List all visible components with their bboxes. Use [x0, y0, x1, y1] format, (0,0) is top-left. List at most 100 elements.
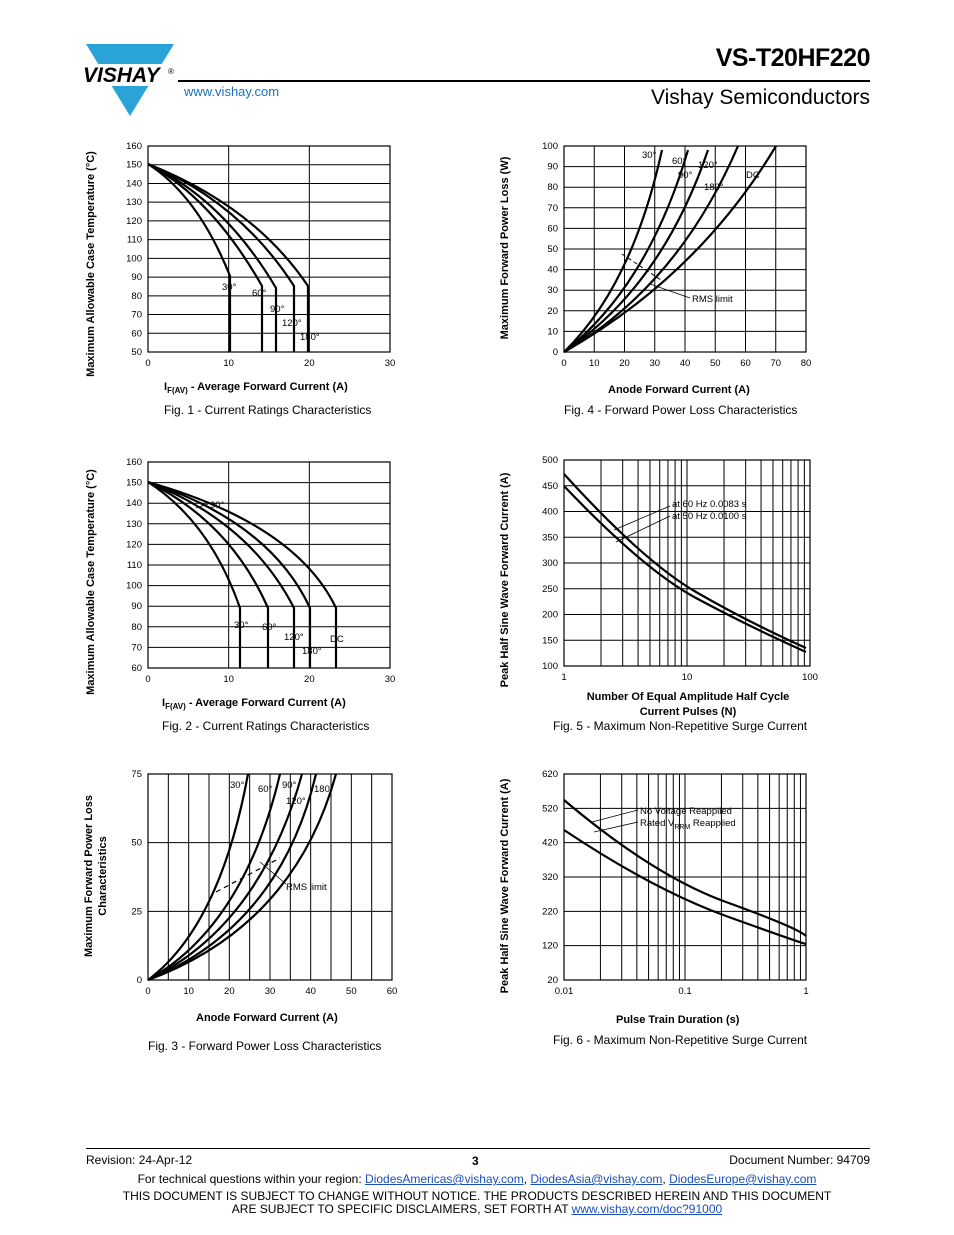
fig1-ytick: 80: [131, 291, 142, 302]
fig5-xticks: 1 10 100: [561, 672, 818, 683]
fig5-ytick: 400: [542, 507, 558, 518]
fig6-xtick: 0.01: [555, 986, 574, 997]
fig1-ylabel: Maximum Allowable Case Temperature (°C): [85, 151, 97, 377]
fig4-ylabel: Maximum Forward Power Loss (W): [499, 156, 511, 339]
fig2-ytick: 120: [126, 539, 142, 550]
fig3-curve-180: [147, 773, 338, 982]
fig2-xtick: 0: [145, 674, 150, 685]
fig1-curve-90: [147, 163, 278, 352]
fig6-xlabel: Pulse Train Duration (s): [616, 1014, 740, 1026]
fig1-curve-180: [147, 162, 310, 352]
fig4-ytick: 70: [547, 203, 558, 214]
page-title: VS-T20HF220: [715, 44, 871, 72]
fig6-curve-no-voltage: [563, 799, 807, 937]
email-americas-link[interactable]: DiodesAmericas@vishay.com: [365, 1172, 524, 1186]
fig2-ytick: 100: [126, 581, 142, 592]
fig6-xticks: 0.01 0.1 1: [555, 986, 809, 997]
fig5-curve-60hz: [563, 473, 807, 650]
fig4-caption: Fig. 4 - Forward Power Loss Characterist…: [564, 403, 797, 417]
fig2-label-120: 120°: [284, 632, 304, 643]
email-asia-link[interactable]: DiodesAsia@vishay.com: [530, 1172, 663, 1186]
fig6-xtick: 1: [803, 986, 808, 997]
fig6-ytick: 420: [542, 838, 558, 849]
fig3-xtick: 30: [265, 986, 276, 997]
fig2-curve-dc: [147, 480, 338, 668]
fig5-xtick: 100: [802, 672, 818, 683]
footer-notice-line1: THIS DOCUMENT IS SUBJECT TO CHANGE WITHO…: [122, 1189, 832, 1203]
fig6-grid: [563, 773, 807, 981]
fig3-grid: [147, 773, 393, 981]
fig2-ytick: 150: [126, 478, 142, 489]
fig1-label-90: 90°: [270, 304, 285, 315]
fig1-curve-60: [147, 163, 264, 352]
fig4-curve-30: [563, 149, 664, 353]
fig3-xtick: 0: [145, 986, 150, 997]
fig2-curve-60: [147, 481, 270, 668]
fig3-label-180: 180°: [314, 784, 334, 795]
fig2-xtick: 20: [304, 674, 315, 685]
fig2-label-90: 90°: [210, 500, 225, 511]
fig2-label-30: 30°: [234, 620, 249, 631]
fig1-ytick: 130: [126, 197, 142, 208]
fig6-ytick: 520: [542, 803, 558, 814]
fig2-chart: Maximum Allowable Case Temperature (°C) …: [85, 457, 395, 733]
fig1-label-180: 180°: [300, 332, 320, 343]
fig4-label-180: 180°: [704, 182, 724, 193]
fig2-ylabel: Maximum Allowable Case Temperature (°C): [85, 469, 97, 695]
fig4-xtick: 60: [740, 358, 751, 369]
fig5-chart: Peak Half Sine Wave Forward Current (A) …: [499, 455, 818, 733]
fig1-yticks: 160 150 140 130 120 110 100 90 80 70 60 50: [126, 141, 142, 358]
fig5-curve-50hz: [563, 485, 807, 654]
header-url-link[interactable]: www.vishay.com: [184, 84, 280, 99]
fig5-curves: [563, 473, 807, 654]
fig1-ytick: 70: [131, 310, 142, 321]
fig5-ytick: 250: [542, 584, 558, 595]
email-europe-link[interactable]: DiodesEurope@vishay.com: [669, 1172, 817, 1186]
fig3-xlabel: Anode Forward Current (A): [196, 1012, 338, 1024]
fig5-ytick: 100: [542, 661, 558, 672]
fig3-curve-120: [147, 773, 318, 982]
fig4-xtick: 0: [561, 358, 566, 369]
fig1-chart: Maximum Allowable Case Temperature (°C) …: [85, 141, 395, 417]
fig1-xtick: 0: [145, 358, 150, 369]
fig1-curve-30: [147, 163, 232, 352]
fig2-caption: Fig. 2 - Current Ratings Characteristics: [162, 719, 369, 733]
fig2-curve-90: [147, 480, 296, 668]
fig4-xtick: 10: [589, 358, 600, 369]
footer-page-number: 3: [472, 1154, 479, 1168]
logo-text: VISHAY: [83, 64, 162, 87]
fig4-label-dc: DC: [746, 170, 760, 181]
fig3-rms-label: RMS limit: [286, 882, 327, 893]
fig4-rms-limit: [621, 253, 665, 283]
fig1-label-30: 30°: [222, 282, 237, 293]
fig2-ytick: 140: [126, 498, 142, 509]
fig2-label-60: 60°: [262, 622, 277, 633]
fig1-label-60: 60°: [252, 288, 267, 299]
svg-text:®: ®: [168, 67, 174, 76]
fig5-ytick: 200: [542, 610, 558, 621]
fig6-caption: Fig. 6 - Maximum Non-Repetitive Surge Cu…: [553, 1033, 808, 1047]
fig5-xtick: 1: [561, 672, 566, 683]
fig3-xticks: 0 10 20 30 40 50 60: [145, 986, 397, 997]
fig2-ytick: 110: [127, 560, 142, 571]
fig2-ytick: 160: [126, 457, 142, 468]
fig1-xlabel: IF(AV) - Average Forward Current (A): [164, 381, 348, 395]
fig6-ylabel: Peak Half Sine Wave Forward Current (A): [499, 778, 511, 993]
fig3-ytick: 0: [137, 975, 142, 986]
fig5-yticks: 500 450 400 350 300 250 200 150 100: [542, 455, 558, 672]
fig2-curve-30: [147, 481, 242, 668]
vishay-logo: VISHAY ®: [82, 44, 174, 116]
fig3-label-30: 30°: [230, 780, 245, 791]
fig5-xlabel-line2: Current Pulses (N): [640, 706, 737, 718]
fig4-curves: [563, 145, 777, 353]
disclaimer-link[interactable]: www.vishay.com/doc?91000: [571, 1202, 723, 1216]
fig5-caption: Fig. 5 - Maximum Non-Repetitive Surge Cu…: [553, 719, 808, 733]
fig2-curves: [147, 480, 338, 668]
fig1-caption: Fig. 1 - Current Ratings Characteristics: [164, 403, 371, 417]
fig4-ytick: 90: [547, 162, 558, 173]
fig3-xtick: 60: [387, 986, 398, 997]
fig1-label-120: 120°: [282, 318, 302, 329]
fig4-chart: Maximum Forward Power Loss (W) 100908070…: [499, 141, 811, 417]
fig4-grid: [563, 145, 807, 353]
page-subtitle: Vishay Semiconductors: [650, 86, 870, 109]
